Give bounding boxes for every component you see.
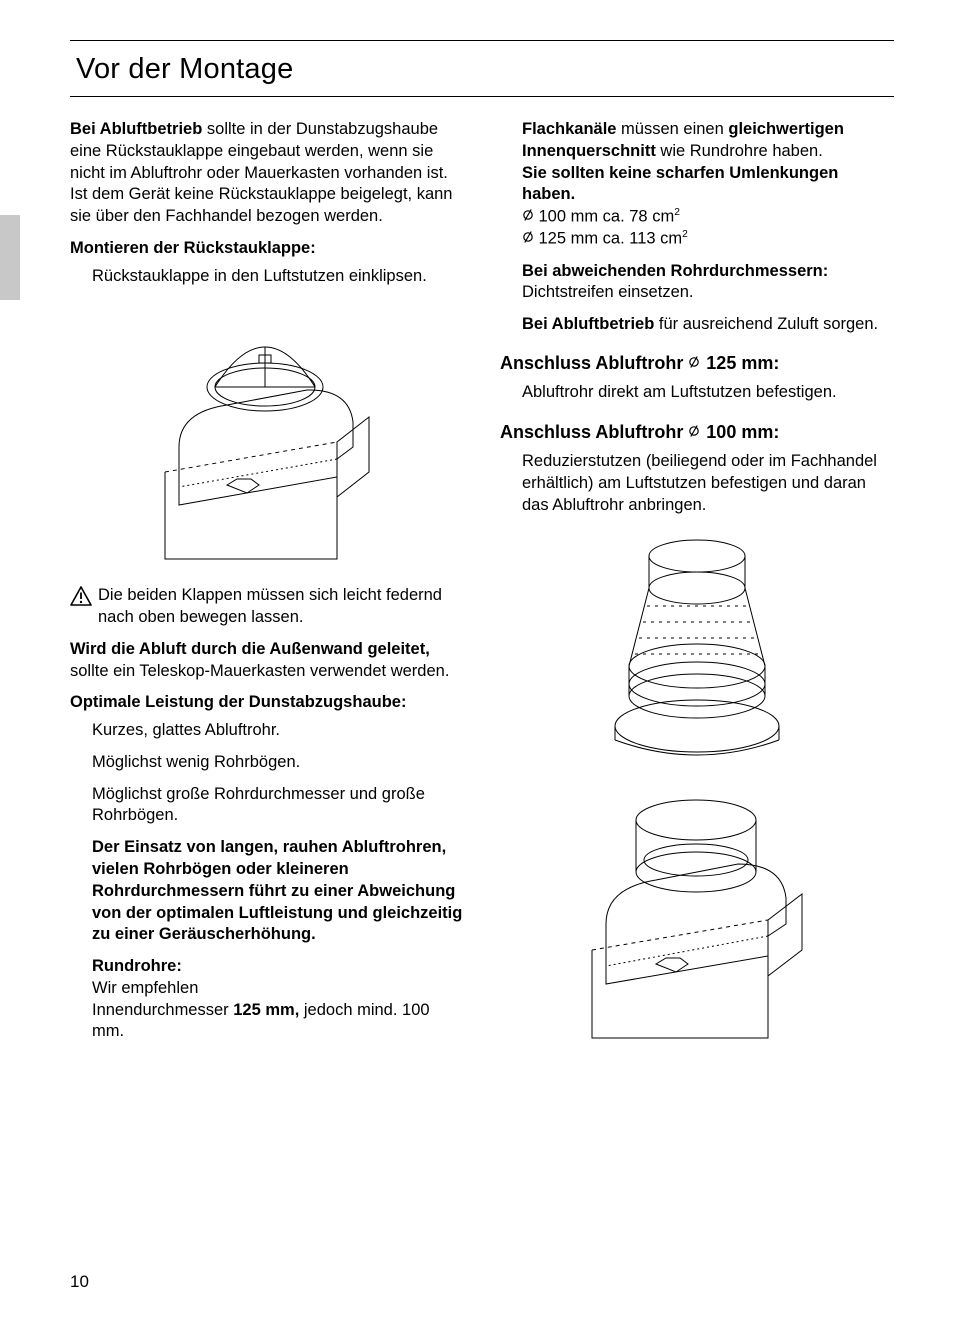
heading-125: Anschluss Abluftrohr 125 mm: (500, 352, 894, 376)
diameter-icon (688, 352, 701, 376)
left-p3: Wird die Abluft durch die Außenwand gele… (70, 639, 464, 683)
h125-b: 125 mm: (701, 353, 779, 373)
left-h2: Montieren der Rückstauklappe: (70, 238, 464, 260)
right-p2-rest: Dichtstreifen einsetzen. (522, 283, 694, 301)
right-top-block: Flachkanäle müssen einen gleichwer­tigen… (500, 119, 894, 336)
bullet-2: Möglichst wenig Rohrbögen. (92, 752, 464, 774)
left-p3-bold: Wird die Abluft durch die Außenwand gele… (70, 640, 430, 658)
right-p2-bold: Bei abweichenden Rohrdurch­messern: (522, 262, 828, 280)
figure-hood-collar (500, 768, 894, 1048)
left-h2-line: Rückstauklappe in den Luftstutzen einkli… (70, 266, 464, 288)
diameter-icon (522, 207, 534, 229)
bullet-4: Der Einsatz von langen, rauhen Abluftroh… (92, 837, 464, 946)
bullet-5-a: Wir empfehlen (92, 979, 198, 997)
bullet-5-b1: Innendurchmesser (92, 1001, 233, 1019)
right-column: Flachkanäle müssen einen gleichwer­tigen… (500, 119, 894, 1066)
figure-reducer (500, 526, 894, 756)
dim2: 125 mm ca. 113 cm (538, 230, 682, 248)
right-p3-bold: Bei Abluftbetrieb (522, 315, 654, 333)
left-p1b: Ist dem Gerät keine Rückstauklappe beige… (70, 185, 452, 225)
right-p1-b1: Flachkanäle (522, 120, 616, 138)
right-p3-rest: für ausreichend Zuluft sorgen. (654, 315, 878, 333)
warning-icon (70, 586, 92, 613)
diameter-icon (522, 229, 534, 251)
h125-line: Abluftrohr direkt am Luftstutzen befesti… (500, 382, 894, 404)
h125-a: Anschluss Abluftrohr (500, 353, 688, 373)
h100-b: 100 mm: (701, 422, 779, 442)
left-column: Bei Abluftbetrieb sollte in der Dunstab­… (70, 119, 464, 1066)
right-p1: Flachkanäle müssen einen gleichwer­tigen… (522, 119, 894, 251)
h100-a: Anschluss Abluftrohr (500, 422, 688, 442)
left-bullets: Kurzes, glattes Abluftrohr. Möglichst we… (70, 720, 464, 1043)
content-columns: Bei Abluftbetrieb sollte in der Dunstab­… (70, 119, 894, 1066)
diameter-icon (688, 421, 701, 445)
warning-row: Die beiden Klappen müssen sich leicht fe… (70, 585, 464, 629)
right-p1-b3: Sie sollten keine scharfen Umlenkun­gen … (522, 164, 838, 204)
bullet-5-head: Rundrohre: (92, 957, 182, 975)
figure-hood-damper (70, 297, 464, 567)
h100-line: Reduzierstutzen (beiliegend oder im Fach… (500, 451, 894, 516)
right-p2: Bei abweichenden Rohrdurch­messern: Dich… (522, 261, 894, 305)
dim2-sq: 2 (682, 229, 688, 240)
right-p1-mid: müssen einen (616, 120, 728, 138)
right-p1-end: wie Rundrohre haben. (656, 142, 823, 160)
warning-text: Die beiden Klappen müssen sich leicht fe… (98, 585, 464, 629)
page-title: Vor der Montage (76, 53, 894, 86)
dim1-sq: 2 (674, 207, 680, 218)
margin-tab (0, 215, 20, 300)
right-p3: Bei Abluftbetrieb für ausreichend Zuluft… (522, 314, 894, 336)
left-p1: Bei Abluftbetrieb sollte in der Dunstab­… (70, 119, 464, 228)
bullet-1: Kurzes, glattes Abluftrohr. (92, 720, 464, 742)
bullet-5: Rundrohre: Wir empfehlen Innendurchmesse… (92, 956, 464, 1043)
left-p1-bold: Bei Abluftbetrieb (70, 120, 202, 138)
heading-100: Anschluss Abluftrohr 100 mm: (500, 421, 894, 445)
dim1: 100 mm ca. 78 cm (538, 208, 674, 226)
left-p3-rest: sollte ein Teleskop-Mauerkasten verwende… (70, 662, 449, 680)
bullet-5-b2: 125 mm, (233, 1001, 299, 1019)
page-number: 10 (70, 1272, 89, 1292)
heading-bar: Vor der Montage (70, 40, 894, 97)
left-h3: Optimale Leistung der Dunstabzugs­haube: (70, 692, 464, 714)
bullet-3: Möglichst große Rohrdurchmesser und groß… (92, 784, 464, 828)
